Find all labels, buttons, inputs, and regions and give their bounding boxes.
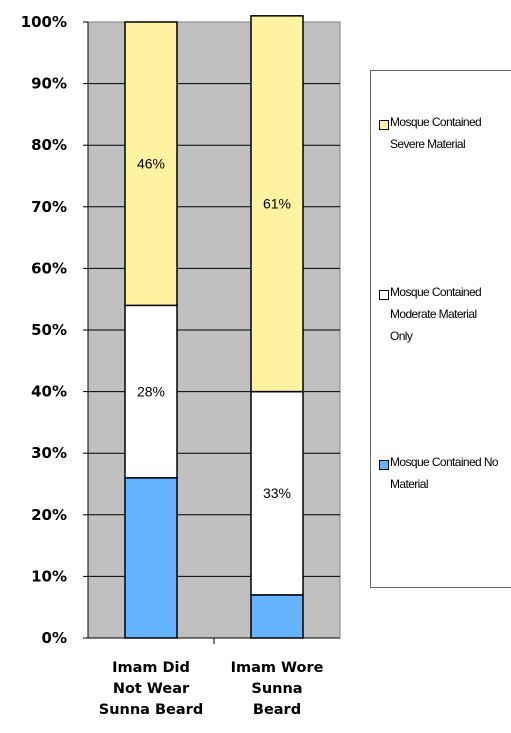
data-label: 28% xyxy=(137,384,165,400)
data-label: 46% xyxy=(137,156,165,172)
x-category-label: Imam Did xyxy=(112,660,190,676)
data-label: 61% xyxy=(263,196,291,212)
y-tick-label: 40% xyxy=(31,383,67,401)
y-tick-label: 70% xyxy=(31,198,67,216)
legend-item: Mosque Contained Moderate Material Only xyxy=(379,285,500,347)
y-tick-label: 10% xyxy=(31,567,67,585)
data-label: 33% xyxy=(263,485,291,501)
legend-swatch xyxy=(379,290,389,300)
y-tick-label: 30% xyxy=(31,444,67,462)
y-tick-label: 80% xyxy=(31,136,67,154)
legend: Mosque Contained Severe Material Mosque C… xyxy=(370,70,511,588)
x-category-label: Sunna Beard xyxy=(99,702,203,718)
y-tick-label: 60% xyxy=(31,259,67,277)
axes: 0% 10% 20% 30% 40% 50% 60% 70% 80% 90% 100% Imam Di… xyxy=(21,13,340,718)
y-tick-label: 0% xyxy=(42,629,67,647)
legend-item: Mosque Contained No Material xyxy=(379,455,500,495)
bar-segment xyxy=(250,15,304,393)
y-tick-label: 20% xyxy=(31,506,67,524)
bar-segment xyxy=(250,594,304,639)
bar-segment xyxy=(124,477,178,639)
x-category-label: Imam Wore xyxy=(231,660,324,676)
x-category-label: Not Wear xyxy=(113,681,190,697)
y-tick-label: 50% xyxy=(31,321,67,339)
legend-swatch xyxy=(379,460,389,470)
y-tick-label: 100% xyxy=(21,13,67,31)
x-category-label: Beard xyxy=(253,702,301,718)
y-tick-label: 90% xyxy=(31,75,67,93)
bar-segment xyxy=(124,21,178,307)
legend-label: Mosque Contained Severe Material xyxy=(390,115,482,151)
legend-swatch xyxy=(379,120,389,130)
stacked-bar-chart: 28% 46% 33% 61% 0% 10% 20% 30% 40% 50% 60% 70% 80% 9… xyxy=(21,13,341,718)
legend-label: Mosque Contained No Material xyxy=(390,455,499,491)
legend-label: Mosque Contained Moderate Material Only xyxy=(390,285,482,343)
x-category-label: Sunna xyxy=(251,681,302,697)
legend-item: Mosque Contained Severe Material xyxy=(379,115,500,155)
bars: 28% 46% 33% 61% xyxy=(124,15,304,639)
